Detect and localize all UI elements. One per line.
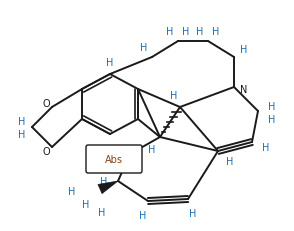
FancyBboxPatch shape <box>86 145 142 173</box>
Text: H: H <box>106 58 114 68</box>
Text: H: H <box>100 176 108 186</box>
Text: H: H <box>98 207 106 217</box>
Text: H: H <box>112 151 120 161</box>
Text: H: H <box>262 142 270 152</box>
Text: H: H <box>226 156 234 166</box>
Text: H: H <box>268 115 276 125</box>
Text: Abs: Abs <box>105 154 123 164</box>
Text: O: O <box>42 99 50 109</box>
Text: H: H <box>82 199 90 209</box>
Text: H: H <box>189 208 197 218</box>
Text: H: H <box>140 43 148 53</box>
Text: H: H <box>196 27 204 37</box>
Text: H: H <box>139 210 147 220</box>
Text: O: O <box>42 146 50 156</box>
Text: H: H <box>182 27 190 37</box>
Text: H: H <box>68 186 76 196</box>
Text: H: H <box>240 45 248 55</box>
Text: H: H <box>212 27 220 37</box>
Text: N: N <box>240 85 248 94</box>
Polygon shape <box>98 181 118 194</box>
Text: H: H <box>18 129 26 139</box>
Text: H: H <box>166 27 174 37</box>
Text: H: H <box>18 116 26 126</box>
Text: H: H <box>148 144 156 154</box>
Text: H: H <box>170 91 178 100</box>
Text: H: H <box>268 102 276 112</box>
